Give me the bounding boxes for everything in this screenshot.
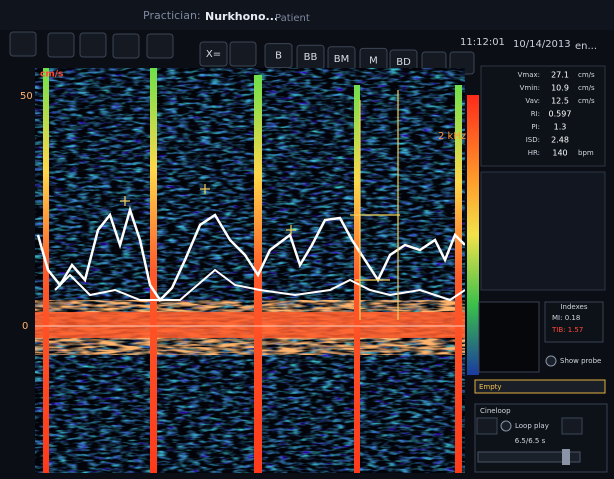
measure-unit: cm/s — [578, 97, 595, 105]
mi: MI: 0.18 — [552, 314, 580, 322]
frequency: 2 kHz — [438, 131, 466, 142]
measure-label: PI: — [531, 123, 540, 131]
indexes-title: Indexes — [560, 303, 587, 311]
tool-button[interactable] — [113, 34, 139, 58]
cineloop-title: Cineloop — [480, 407, 511, 415]
show-probe-label: Show probe — [560, 357, 601, 365]
save-button[interactable] — [562, 418, 582, 434]
tool-button[interactable] — [147, 34, 173, 58]
show-probe-radio[interactable] — [546, 356, 556, 366]
probe-view — [479, 302, 539, 372]
color-bar — [467, 95, 479, 375]
mode-button-label: BB — [304, 52, 318, 63]
screen: Practician: Nurkhono... Patient 11:12:01… — [0, 0, 614, 479]
spike — [150, 68, 157, 473]
page: Doppler spectrum screen {"header":{"prac… — [0, 0, 614, 479]
measure-value: 140 — [552, 149, 567, 158]
practician-label: Practician: — [143, 9, 201, 22]
tool-button[interactable] — [10, 32, 36, 56]
spike — [354, 85, 360, 473]
tool-button[interactable] — [230, 42, 256, 66]
measure-label: RI: — [531, 110, 540, 118]
measure-label: HR: — [528, 149, 540, 157]
measure-label: ISD: — [526, 136, 540, 144]
mode-button-label: M — [369, 55, 378, 66]
mode-button-label: B — [275, 51, 282, 62]
measure-label: Vmin: — [520, 84, 540, 92]
language: en... — [575, 41, 597, 52]
mode-button-label: BD — [396, 57, 411, 68]
play-button[interactable] — [477, 418, 497, 434]
baseline-band — [35, 312, 465, 338]
measure-unit: bpm — [578, 149, 594, 157]
status: Empty — [479, 383, 502, 391]
measure-label: Vav: — [525, 97, 540, 105]
time: 11:12:01 — [460, 37, 505, 48]
spectrum — [35, 68, 465, 473]
tib: TIB: 1.57 — [551, 326, 583, 334]
loop-time: 6.5/6.5 s — [515, 437, 546, 445]
measure-unit: cm/s — [578, 71, 595, 79]
measure-value: 10.9 — [551, 84, 569, 93]
loop-radio[interactable] — [501, 421, 511, 431]
mode-button-label: X= — [206, 49, 221, 60]
spectrum-noise — [35, 68, 465, 473]
timeline-thumb[interactable] — [562, 449, 570, 465]
measure-label: Vmax: — [518, 71, 540, 79]
loop-label: Loop play — [515, 422, 549, 430]
spike — [455, 85, 462, 473]
tool-button[interactable] — [48, 33, 74, 57]
axis-unit: cm/s — [40, 70, 63, 80]
practician-name: Nurkhono... — [205, 10, 278, 23]
measure-value: 1.3 — [554, 123, 567, 132]
tool-button[interactable] — [80, 33, 106, 57]
body: Practician: Nurkhono... Patient 11:12:01… — [0, 0, 614, 479]
measure-value: 2.48 — [551, 136, 569, 145]
scale-baseline: 0 — [22, 321, 28, 332]
mode-button-label: BM — [334, 54, 350, 65]
measure-unit: cm/s — [578, 84, 595, 92]
scale-top: 50 — [20, 91, 33, 102]
empty-panel — [481, 172, 605, 290]
measure-value: 0.597 — [549, 110, 572, 119]
patient-label: Patient — [275, 13, 310, 24]
measure-value: 27.1 — [551, 71, 569, 80]
date: 10/14/2013 — [513, 39, 571, 50]
measure-value: 12.5 — [551, 97, 569, 106]
